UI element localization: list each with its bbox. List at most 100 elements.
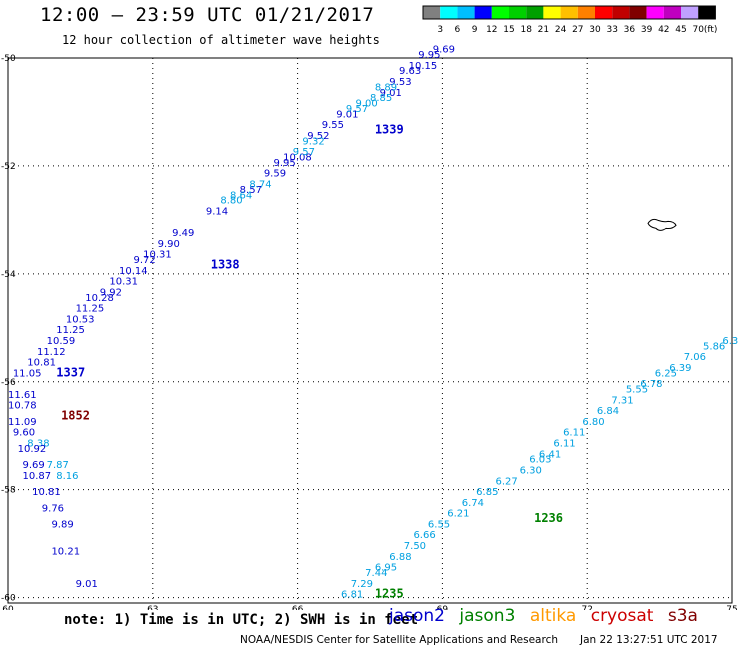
colorbar-label: 24 bbox=[555, 25, 567, 35]
wave-height-label: 6.11 bbox=[553, 439, 575, 450]
colorbar-label: 70 bbox=[692, 25, 704, 35]
legend-jason3: jason3 bbox=[459, 606, 516, 626]
units-note: note: 1) Time is in UTC; 2) SWH is in fe… bbox=[64, 612, 419, 628]
colorbar-swatch bbox=[440, 6, 458, 19]
colorbar-swatch bbox=[595, 6, 613, 19]
pass-number-label: 1338 bbox=[211, 257, 240, 271]
wave-height-label: 7.29 bbox=[351, 579, 373, 590]
colorbar-label: 33 bbox=[606, 25, 617, 35]
wave-height-label: 10.87 bbox=[22, 471, 51, 482]
colorbar-label: 9 bbox=[472, 25, 478, 35]
wave-height-label: 6.27 bbox=[495, 476, 517, 487]
wave-height-label: 9.69 bbox=[433, 45, 455, 56]
wave-height-label: 6.11 bbox=[563, 428, 585, 439]
wave-height-label: 6.30 bbox=[520, 465, 542, 476]
wave-height-label: 9.92 bbox=[100, 287, 122, 298]
pass-number-label: 1852 bbox=[61, 409, 90, 423]
wave-height-label: 9.60 bbox=[13, 428, 35, 439]
wave-height-label: 10.31 bbox=[143, 250, 172, 261]
timestamp-text: Jan 22 13:27:51 UTC 2017 bbox=[580, 634, 718, 646]
wave-height-label: 7.31 bbox=[611, 395, 633, 406]
wave-height-label: 10.81 bbox=[27, 358, 56, 369]
colorbar-label: 21 bbox=[538, 25, 549, 35]
wave-height-label: 10.59 bbox=[47, 336, 76, 347]
wave-height-label: 9.76 bbox=[42, 503, 64, 514]
colorbar-swatch bbox=[474, 6, 492, 19]
wave-height-label: 5.86 bbox=[703, 341, 725, 352]
page-title: 12:00 — 23:59 UTC 01/21/2017 bbox=[40, 4, 375, 26]
longitude-tick-label: 60 bbox=[2, 605, 14, 610]
colorbar-swatch bbox=[509, 6, 527, 19]
wave-height-label: 9.52 bbox=[307, 131, 329, 142]
colorbar-label: 45 bbox=[675, 25, 686, 35]
longitude-tick-label: 63 bbox=[147, 605, 158, 610]
colorbar-swatch bbox=[612, 6, 630, 19]
wave-height-label: 6.81 bbox=[341, 590, 363, 601]
wave-height-label: 11.12 bbox=[37, 347, 66, 358]
wave-height-label: 6.25 bbox=[655, 368, 677, 379]
wave-height-label: 6.88 bbox=[389, 552, 411, 563]
wave-height-label: 11.61 bbox=[8, 390, 37, 401]
wave-height-label: 11.25 bbox=[76, 304, 105, 315]
wave-height-label: 6.39 bbox=[669, 363, 691, 374]
wave-height-label: 9.01 bbox=[336, 109, 358, 120]
page-subtitle: 12 hour collection of altimeter wave hei… bbox=[62, 33, 380, 47]
wave-height-label: 9.01 bbox=[76, 579, 98, 590]
wave-height-label: 10.08 bbox=[283, 153, 312, 164]
colorbar-label: 27 bbox=[572, 25, 583, 35]
wave-height-label: 8.64 bbox=[230, 190, 252, 201]
wave-height-colorbar: 3 6 9 12 15 18 21 24 27 30 33 36 39 42 45 70 (ft) bbox=[422, 5, 718, 35]
wave-height-label: 7.87 bbox=[47, 460, 69, 471]
wave-height-label: 9.90 bbox=[158, 239, 180, 250]
legend-cryosat: cryosat bbox=[590, 606, 654, 626]
legend-jason2: jason2 bbox=[389, 606, 445, 626]
colorbar-swatch bbox=[423, 6, 441, 19]
wave-height-label: 7.06 bbox=[684, 352, 706, 363]
wave-height-label: 6.21 bbox=[447, 509, 469, 520]
pass-number-label: 1235 bbox=[375, 587, 404, 601]
credit-text: NOAA/NESDIS Center for Satellite Applica… bbox=[240, 634, 558, 646]
wave-height-label: 9.63 bbox=[399, 66, 421, 77]
colorbar-label: 30 bbox=[589, 25, 601, 35]
wave-height-label: 6.85 bbox=[476, 487, 498, 498]
colorbar-frame bbox=[422, 5, 716, 20]
legend-altika: altika bbox=[529, 606, 577, 626]
wave-height-label: 8.74 bbox=[249, 180, 271, 191]
map-frame bbox=[7, 57, 733, 604]
wave-height-label: 10.78 bbox=[8, 401, 37, 412]
heard-island-outline bbox=[647, 218, 677, 231]
wave-height-label: 6.41 bbox=[539, 449, 561, 460]
latitude-tick-label: -52 bbox=[1, 162, 16, 172]
longitude-tick-label: 72 bbox=[581, 605, 592, 610]
colorbar-label: 6 bbox=[455, 25, 461, 35]
colorbar-label: 18 bbox=[520, 25, 532, 35]
wave-height-label: 9.57 bbox=[346, 104, 368, 115]
wave-height-label: 10.15 bbox=[409, 61, 438, 72]
wave-height-label: 8.16 bbox=[56, 471, 78, 482]
wave-height-label: 6.66 bbox=[413, 530, 435, 541]
wave-height-label: 8.57 bbox=[240, 185, 262, 196]
latitude-tick-label: -50 bbox=[1, 54, 16, 64]
longitude-tick-label: 69 bbox=[437, 605, 449, 610]
wave-height-label: 6.84 bbox=[597, 406, 619, 417]
colorbar-label: 3 bbox=[437, 25, 443, 35]
wave-height-label: 9.69 bbox=[22, 460, 44, 471]
legend-s3a: s3a bbox=[667, 606, 698, 626]
colorbar-unit: (ft) bbox=[704, 25, 718, 35]
colorbar-swatch bbox=[543, 6, 561, 19]
wave-height-label: 9.72 bbox=[133, 255, 155, 266]
wave-height-label: 9.00 bbox=[356, 99, 378, 110]
colorbar-label: 15 bbox=[503, 25, 514, 35]
wave-height-label: 9.01 bbox=[380, 88, 402, 99]
wave-height-label: 7.50 bbox=[404, 541, 426, 552]
latitude-tick-label: -58 bbox=[1, 486, 16, 496]
colorbar-swatch bbox=[698, 6, 716, 19]
wave-height-label: 10.14 bbox=[119, 266, 148, 277]
wave-height-label: 5.55 bbox=[626, 385, 648, 396]
colorbar-label: 36 bbox=[624, 25, 636, 35]
latitude-tick-label: -56 bbox=[1, 378, 16, 388]
wave-height-label: 10.53 bbox=[66, 314, 95, 325]
longitude-tick-label: 75 bbox=[726, 605, 737, 610]
wave-height-label: 9.89 bbox=[51, 519, 73, 530]
wave-height-label: 9.32 bbox=[302, 136, 324, 147]
